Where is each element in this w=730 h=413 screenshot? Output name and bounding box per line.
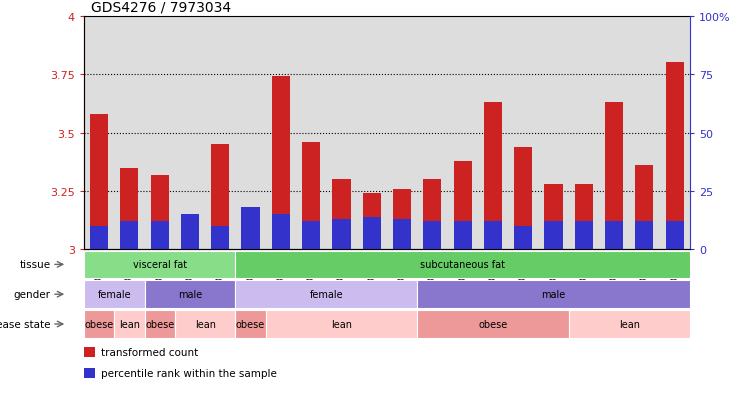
Bar [635,222,653,250]
Bar [423,180,442,250]
Text: visceral fat: visceral fat [133,260,187,270]
Bar [453,161,472,250]
Bar [545,185,563,250]
Text: obese: obese [478,319,507,329]
Bar [114,311,145,338]
Bar [242,208,260,250]
Bar [417,281,690,308]
Bar [514,226,532,250]
Bar [84,311,114,338]
Bar [514,147,532,250]
Bar [635,166,653,250]
Bar [150,222,169,250]
Bar [363,217,381,250]
Bar [211,226,229,250]
Text: lean: lean [119,319,140,329]
Bar [235,311,266,338]
Bar [145,311,174,338]
Bar [363,194,381,250]
Bar [272,215,290,250]
Bar [242,233,260,250]
Bar [150,175,169,250]
Bar [417,311,569,338]
Bar [484,222,502,250]
Bar [569,311,690,338]
Bar [605,222,623,250]
Bar [332,220,350,250]
Text: obese: obese [145,319,174,329]
Bar [272,77,290,250]
Bar [575,185,593,250]
Text: lean: lean [195,319,215,329]
Bar [423,222,442,250]
Bar [181,231,199,250]
Text: lean: lean [619,319,639,329]
Text: percentile rank within the sample: percentile rank within the sample [101,368,277,378]
Bar [302,142,320,250]
Bar [84,281,145,308]
Bar [84,251,235,278]
Bar [545,222,563,250]
Bar [145,281,235,308]
Text: obese: obese [85,319,114,329]
Bar [84,348,95,357]
Bar [266,311,417,338]
Bar [575,222,593,250]
Bar [84,368,95,378]
Text: lean: lean [331,319,352,329]
Bar [393,189,411,250]
Bar [393,220,411,250]
Bar [235,251,690,278]
Bar [302,222,320,250]
Bar [181,215,199,250]
Text: disease state: disease state [0,319,50,329]
Bar [174,311,235,338]
Bar [211,145,229,250]
Text: GDS4276 / 7973034: GDS4276 / 7973034 [91,0,231,14]
Bar [90,226,108,250]
Bar [666,222,684,250]
Text: gender: gender [13,290,50,299]
Bar [120,222,139,250]
Text: female: female [97,290,131,299]
Bar [90,114,108,250]
Text: female: female [310,290,343,299]
Text: obese: obese [236,319,265,329]
Bar [453,222,472,250]
Text: transformed count: transformed count [101,347,198,357]
Bar [666,63,684,250]
Text: male: male [178,290,202,299]
Text: tissue: tissue [19,260,50,270]
Bar [120,168,139,250]
Text: subcutaneous fat: subcutaneous fat [420,260,505,270]
Bar [235,281,417,308]
Bar [332,180,350,250]
Text: male: male [542,290,566,299]
Bar [605,103,623,250]
Bar [484,103,502,250]
